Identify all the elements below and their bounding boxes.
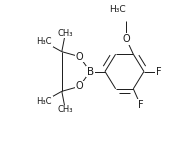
Text: O: O <box>76 81 83 91</box>
Text: O: O <box>122 34 130 44</box>
Text: F: F <box>138 100 143 110</box>
Text: CH₃: CH₃ <box>58 29 73 38</box>
Text: H₃C: H₃C <box>109 5 126 14</box>
Text: O: O <box>76 52 83 62</box>
Text: H₃C: H₃C <box>36 37 52 46</box>
Text: H₃C: H₃C <box>36 97 52 106</box>
Text: F: F <box>156 66 162 77</box>
Text: CH₃: CH₃ <box>58 105 73 114</box>
Text: B: B <box>87 66 94 77</box>
